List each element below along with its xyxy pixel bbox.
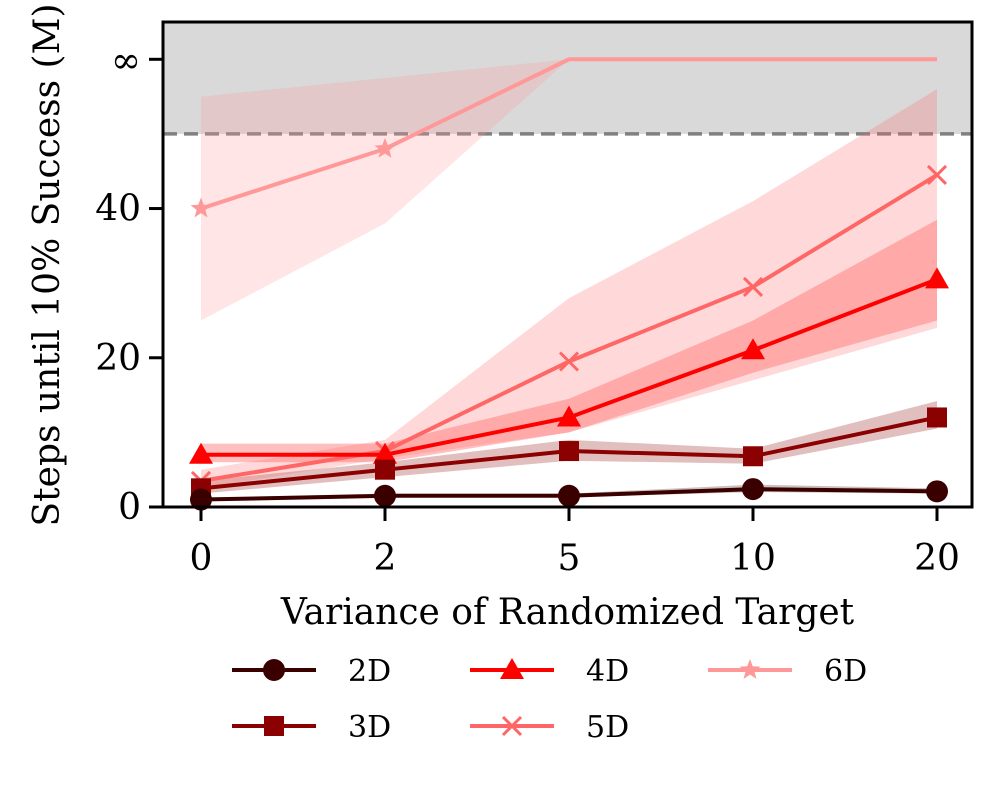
legend-marker-6d xyxy=(739,659,761,679)
shaded-infinity-region xyxy=(163,22,972,136)
legend-label-2d: 2D xyxy=(348,654,391,689)
x-tick-label: 2 xyxy=(374,538,397,579)
marker-5d-10 xyxy=(742,276,764,297)
legend-item-6d: 6D xyxy=(708,654,867,689)
marker-2d-2 xyxy=(374,484,396,507)
legend-marker-5d xyxy=(501,715,523,737)
legend-label-6d: 6D xyxy=(824,654,867,689)
marker-4d-2 xyxy=(373,442,397,464)
x-tick-label: 20 xyxy=(914,538,960,579)
legend-item-5d: 5D xyxy=(470,710,629,745)
marker-4d-20 xyxy=(925,267,949,289)
marker-2d-10 xyxy=(742,478,764,501)
legend-label-5d: 5D xyxy=(586,710,629,745)
legend-label-4d: 4D xyxy=(586,654,629,689)
y-axis-label: Steps until 10% Success (M) xyxy=(27,4,68,527)
y-tick-label: 0 xyxy=(118,487,141,528)
marker-6d-2 xyxy=(374,137,396,158)
x-axis-label: Variance of Randomized Target xyxy=(280,592,855,633)
marker-4d-0 xyxy=(189,442,213,464)
series-markers xyxy=(189,137,949,511)
y-tick-label: 40 xyxy=(95,189,141,230)
marker-4d-5 xyxy=(557,405,581,427)
x-tick-label: 5 xyxy=(558,538,581,579)
legend-marker-3d xyxy=(264,716,284,736)
legend-label-3d: 3D xyxy=(348,710,391,745)
marker-5d-20 xyxy=(926,164,948,186)
legend-marker-2d xyxy=(263,659,285,681)
marker-3d-10 xyxy=(743,446,763,467)
marker-4d-10 xyxy=(741,338,765,360)
band-6d xyxy=(201,59,937,321)
marker-2d-5 xyxy=(558,484,580,507)
line-6d xyxy=(200,57,937,211)
marker-3d-20 xyxy=(927,407,947,428)
marker-3d-2 xyxy=(375,459,395,480)
x-tick-label: 0 xyxy=(190,538,213,579)
y-tick-label: ∞ xyxy=(111,40,141,81)
legend-marker-4d xyxy=(500,658,524,679)
marker-2d-20 xyxy=(926,480,948,503)
legend-item-3d: 3D xyxy=(232,710,391,745)
marker-6d-0 xyxy=(190,197,212,218)
y-tick-label: 20 xyxy=(95,338,141,379)
marker-5d-5 xyxy=(558,351,580,372)
legend: 2D 3D 4D 5D 6D xyxy=(232,654,867,745)
infinity-region xyxy=(163,22,972,134)
axes: 0 20 40 ∞ 0 2 5 10 20 xyxy=(95,20,974,579)
marker-3d-5 xyxy=(559,441,579,462)
legend-item-2d: 2D xyxy=(232,654,391,689)
x-tick-label: 10 xyxy=(730,538,776,579)
marker-2d-0 xyxy=(190,488,212,511)
legend-item-4d: 4D xyxy=(470,654,629,689)
